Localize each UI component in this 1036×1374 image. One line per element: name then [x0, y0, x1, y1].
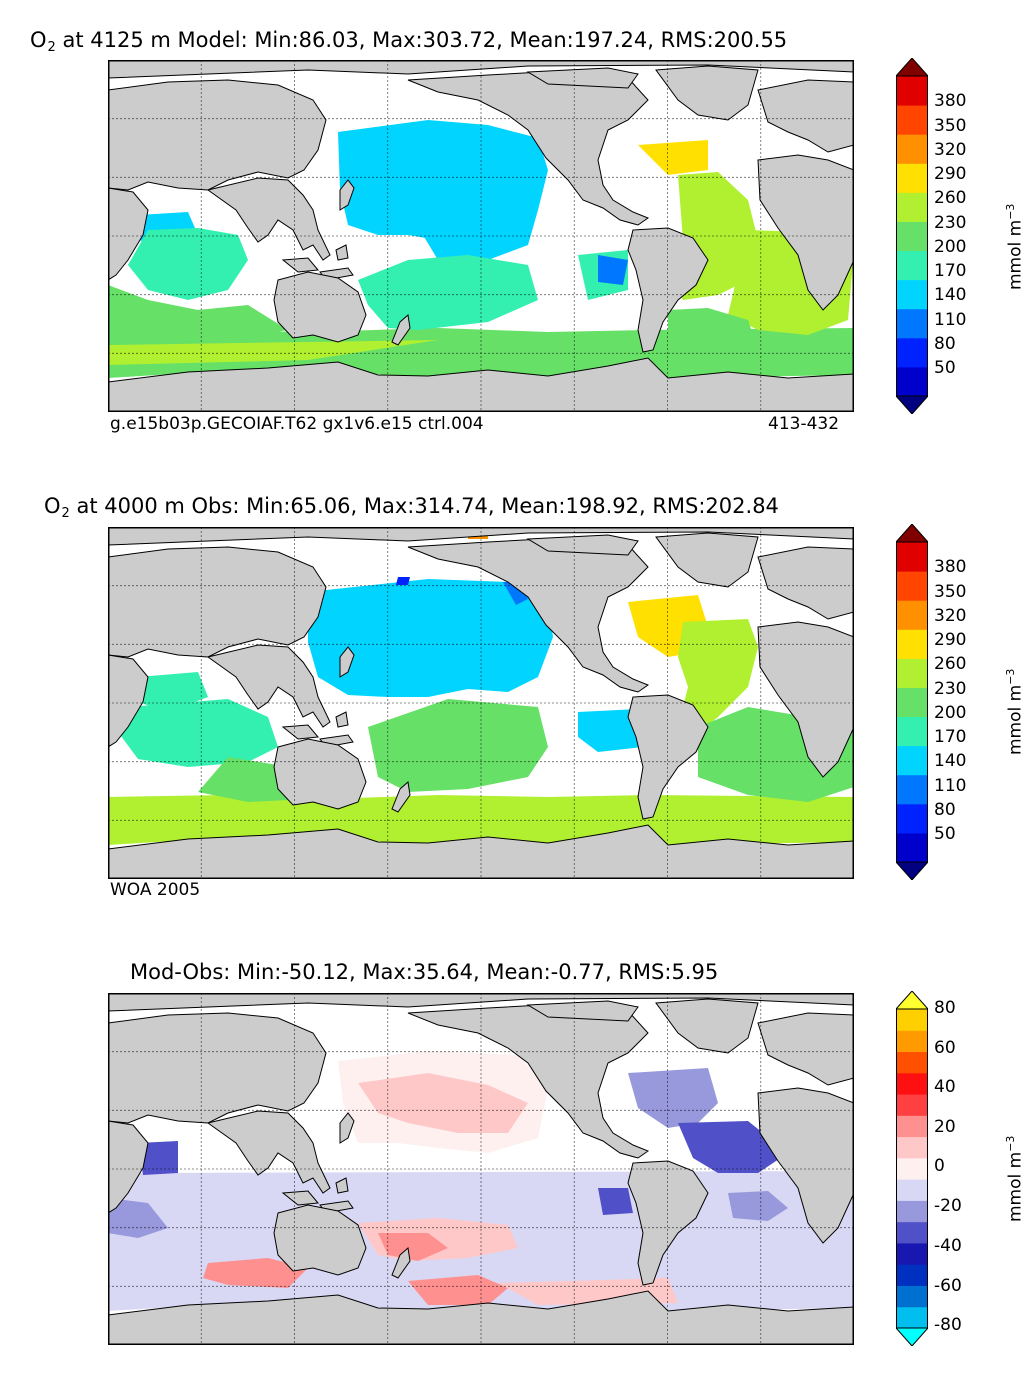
- colorbar-tick-label: 230: [934, 679, 967, 699]
- colorbar-tick-label: 380: [934, 557, 967, 577]
- colorbar-tick-label: 200: [934, 237, 967, 257]
- colorbar-tick-label: -60: [934, 1276, 962, 1296]
- panel1-colorbar: [896, 58, 928, 414]
- panel2-title: O2 at 4000 m Obs: Min:65.06, Max:314.74,…: [44, 494, 779, 521]
- panel2-dataset-name: WOA 2005: [110, 880, 201, 900]
- obs-o2-map: [108, 527, 854, 879]
- colorbar-tick-label: 320: [934, 140, 967, 160]
- colorbar-tick-label: 260: [934, 654, 967, 674]
- model-o2-map: [108, 60, 854, 412]
- colorbar-tick-label: 230: [934, 213, 967, 233]
- colorbar-tick-label: -20: [934, 1196, 962, 1216]
- panel1-colorbar-label: mmol m−3: [1004, 203, 1026, 290]
- colorbar-tick-label: 140: [934, 285, 967, 305]
- panel1-case-name: g.e15b03p.GECOIAF.T62 gx1v6.e15 ctrl.004: [110, 414, 484, 434]
- panel2-colorbar-label: mmol m−3: [1004, 668, 1026, 755]
- panel3-colorbar: [896, 991, 928, 1346]
- colorbar-tick-label: 60: [934, 1038, 956, 1058]
- colorbar-tick-label: -40: [934, 1236, 962, 1256]
- colorbar-tick-label: 200: [934, 703, 967, 723]
- colorbar-tick-label: 320: [934, 606, 967, 626]
- colorbar-tick-label: 50: [934, 824, 956, 844]
- colorbar-tick-label: 290: [934, 164, 967, 184]
- colorbar-tick-label: 290: [934, 630, 967, 650]
- colorbar-tick-label: 40: [934, 1077, 956, 1097]
- colorbar-tick-label: 140: [934, 751, 967, 771]
- colorbar-tick-label: 350: [934, 582, 967, 602]
- colorbar-tick-label: 0: [934, 1156, 945, 1176]
- colorbar-tick-label: 80: [934, 800, 956, 820]
- colorbar-tick-label: 80: [934, 334, 956, 354]
- colorbar-tick-label: 260: [934, 188, 967, 208]
- colorbar-tick-label: 20: [934, 1117, 956, 1137]
- colorbar-tick-label: 350: [934, 116, 967, 136]
- panel3-title: Mod-Obs: Min:-50.12, Max:35.64, Mean:-0.…: [130, 960, 719, 984]
- colorbar-tick-label: 170: [934, 261, 967, 281]
- colorbar-tick-label: 380: [934, 91, 967, 111]
- colorbar-tick-label: 110: [934, 776, 967, 796]
- colorbar-tick-label: 80: [934, 998, 956, 1018]
- colorbar-tick-label: 170: [934, 727, 967, 747]
- panel2-colorbar: [896, 524, 928, 880]
- panel1-title: O2 at 4125 m Model: Min:86.03, Max:303.7…: [30, 28, 788, 55]
- colorbar-tick-label: 50: [934, 358, 956, 378]
- colorbar-tick-label: 110: [934, 310, 967, 330]
- panel3-colorbar-label: mmol m−3: [1004, 1135, 1026, 1222]
- colorbar-tick-label: -80: [934, 1315, 962, 1335]
- difference-map: [108, 993, 854, 1345]
- panel1-year-range: 413-432: [768, 414, 840, 434]
